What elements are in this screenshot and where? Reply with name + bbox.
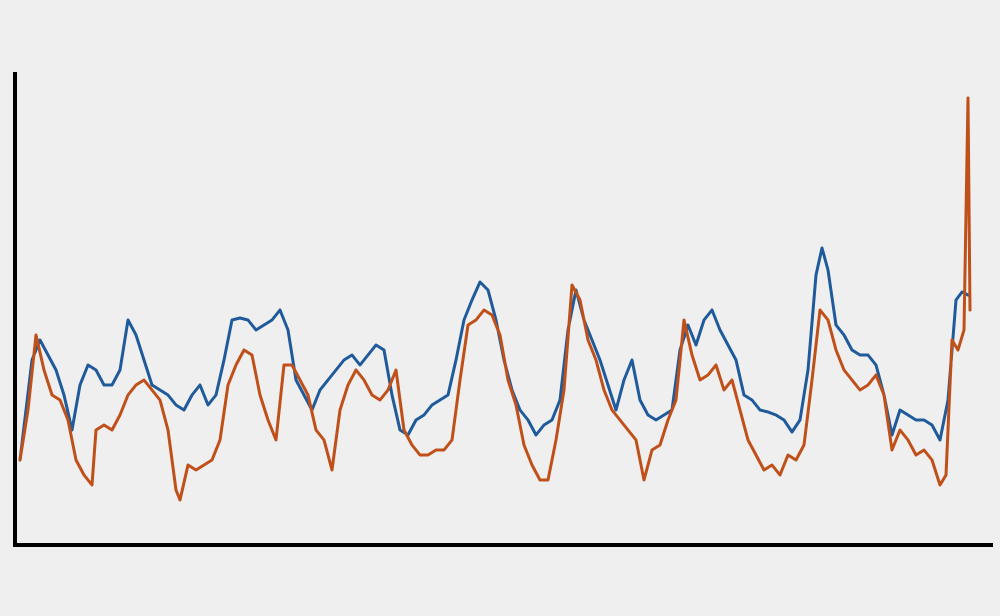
data-line xyxy=(18,96,972,502)
